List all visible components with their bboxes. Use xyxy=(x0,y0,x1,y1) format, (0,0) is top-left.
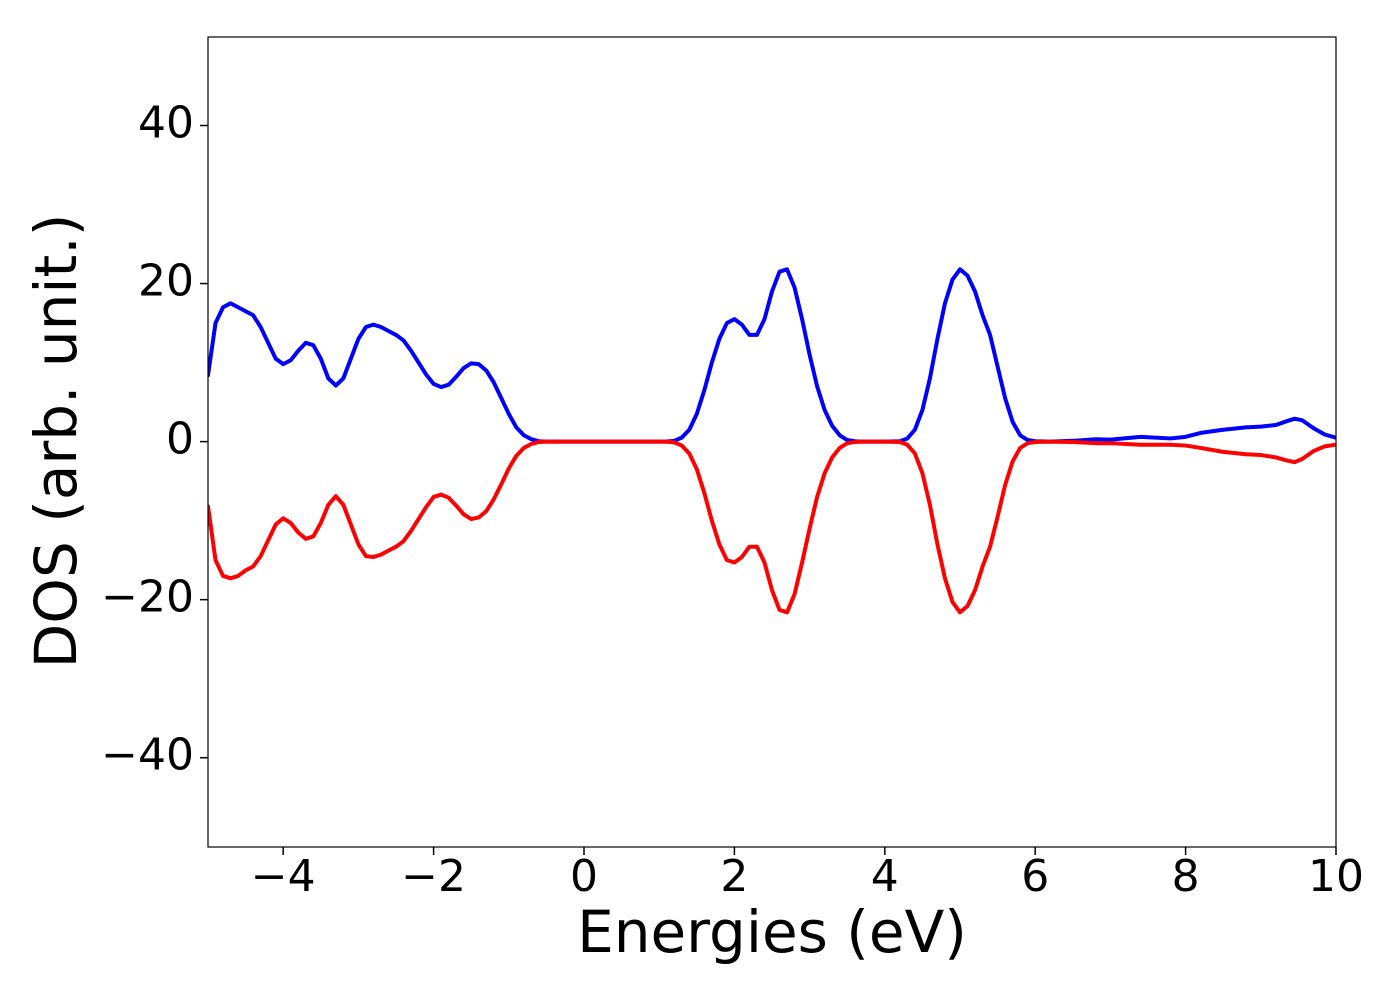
x-tick-label: −4 xyxy=(251,851,316,902)
y-tick-label: 20 xyxy=(138,256,194,307)
y-axis-label: DOS (arb. unit.) xyxy=(22,214,90,669)
x-tick-label: 2 xyxy=(720,851,748,902)
y-tick-label: 0 xyxy=(166,414,194,465)
x-tick-label: 6 xyxy=(1021,851,1049,902)
y-tick-label: −40 xyxy=(101,730,194,781)
plot-frame xyxy=(207,36,1337,848)
y-tick-label: 40 xyxy=(138,98,194,149)
x-tick-label: 8 xyxy=(1172,851,1200,902)
y-tick-label: −20 xyxy=(101,572,194,623)
x-tick-label: 4 xyxy=(871,851,899,902)
dos-line xyxy=(208,439,1336,615)
x-tick-label: 0 xyxy=(570,851,598,902)
x-axis-label: Energies (eV) xyxy=(577,898,967,966)
dos-line xyxy=(208,267,1336,444)
x-tick-label: −2 xyxy=(401,851,466,902)
x-tick-label: 10 xyxy=(1308,851,1364,902)
